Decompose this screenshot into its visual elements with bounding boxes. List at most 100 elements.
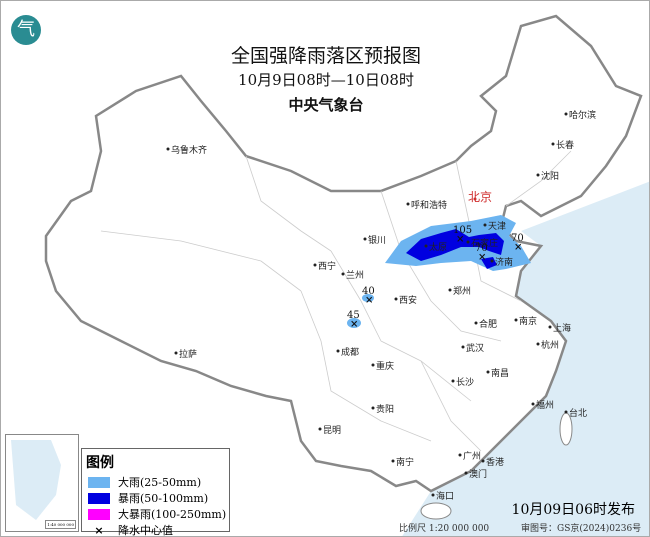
issued-time: 10月09日06时发布 <box>511 502 635 518</box>
inset-scale: 1:40 000 000 <box>45 520 76 529</box>
rain-center-value: 70 <box>475 243 488 254</box>
china-outline <box>44 14 643 493</box>
city-label: 西安 <box>399 294 417 306</box>
city-label: 重庆 <box>376 360 394 372</box>
city-label: 澳门 <box>469 468 487 480</box>
rain-center-marker: × <box>365 295 373 306</box>
rain-center-marker: × <box>456 234 464 245</box>
city-dot <box>466 240 470 244</box>
map-approval-number: 审图号：GS京(2024)0236号 <box>521 524 642 534</box>
city-label: 天津 <box>488 221 506 232</box>
legend-item-heavy-rainstorm: 大暴雨(100-250mm) <box>88 506 229 522</box>
city-dot <box>564 410 568 414</box>
rainstorm-area <box>406 229 504 261</box>
city-dot <box>548 325 552 329</box>
city-label: 武汉 <box>466 342 484 354</box>
city-label: 长沙 <box>456 376 474 388</box>
city-dot <box>341 272 345 276</box>
city-label: 上海 <box>553 322 571 334</box>
agency-name: 中央气象台 <box>288 96 364 114</box>
city-label: 昆明 <box>323 425 341 436</box>
city-label: 台北 <box>569 407 587 419</box>
city-dot <box>371 363 375 367</box>
city-dot <box>536 173 540 177</box>
city-dot <box>363 237 367 241</box>
city-label: 合肥 <box>479 318 497 330</box>
city-label: 南宁 <box>396 456 414 468</box>
city-label: 香港 <box>486 456 504 468</box>
city-label: 银川 <box>368 234 386 246</box>
city-label: 呼和浩特 <box>411 199 447 211</box>
cma-logo: 气 <box>11 15 41 45</box>
city-dot <box>448 288 452 292</box>
city-label: 郑州 <box>453 285 471 297</box>
cross-icon: × <box>94 523 104 537</box>
city-label: 南昌 <box>491 367 509 379</box>
rain-center-value: 40 <box>362 286 375 297</box>
city-dot <box>473 197 477 201</box>
city-dot <box>371 406 375 410</box>
rain-center-value: 70 <box>511 233 524 244</box>
sea <box>402 181 649 536</box>
legend-title: 图例 <box>86 455 114 471</box>
city-label: 贵阳 <box>376 403 394 415</box>
city-dot <box>474 321 478 325</box>
city-dot <box>313 263 317 267</box>
map-scale: 比例尺 1:20 000 000 <box>399 524 490 534</box>
city-dot <box>451 379 455 383</box>
city-label: 石家庄 <box>471 237 498 249</box>
city-dot <box>336 349 340 353</box>
rain-center-marker: × <box>514 242 522 253</box>
city-label: 杭州 <box>541 339 559 351</box>
city-dot <box>514 318 518 322</box>
city-label: 广州 <box>463 450 481 462</box>
heavy-rain-area <box>362 294 374 302</box>
city-dot <box>531 402 535 406</box>
legend-item-rainstorm: 暴雨(50-100mm) <box>88 490 229 506</box>
rain-center-marker: × <box>350 319 358 330</box>
city-dot <box>318 427 322 431</box>
city-label: 长春 <box>556 139 574 151</box>
city-label: 哈尔滨 <box>569 109 596 121</box>
city-label: 海口 <box>436 490 454 502</box>
legend-item-center: × 降水中心值 <box>88 522 229 537</box>
city-dot <box>536 342 540 346</box>
city-label: 太原 <box>429 241 447 253</box>
rain-center-value: 105 <box>453 225 472 236</box>
map-title: 全国强降雨落区预报图 <box>230 45 421 67</box>
city-dot <box>461 345 465 349</box>
city-dot <box>431 493 435 497</box>
city-dot <box>551 142 555 146</box>
city-dot <box>490 259 494 263</box>
city-dot <box>481 459 485 463</box>
city-dot <box>391 459 395 463</box>
hainan-island <box>420 502 452 520</box>
city-label: 乌鲁木齐 <box>171 144 207 156</box>
rain-center-marker: × <box>478 252 486 263</box>
city-label: 北京 <box>468 190 492 204</box>
city-dot <box>424 244 428 248</box>
city-dot <box>486 370 490 374</box>
rain-center-value: 45 <box>347 310 360 321</box>
city-dot <box>166 147 170 151</box>
forecast-period: 10月9日08时—10日08时 <box>238 71 414 89</box>
city-label: 福州 <box>536 399 554 411</box>
city-dot <box>458 453 462 457</box>
city-dot <box>406 202 410 206</box>
city-label: 南京 <box>519 315 537 327</box>
city-dot <box>394 297 398 301</box>
south-china-sea-inset: 1:40 000 000 <box>5 434 79 532</box>
legend-item-heavy-rain: 大雨(25-50mm) <box>88 474 229 490</box>
heavy-rain-area <box>347 318 361 328</box>
legend: 图例 大雨(25-50mm) 暴雨(50-100mm) 大暴雨(100-250m… <box>81 448 230 536</box>
city-dot <box>464 471 468 475</box>
city-dot <box>483 223 487 227</box>
city-dot <box>174 351 178 355</box>
city-label: 兰州 <box>346 269 364 281</box>
city-label: 沈阳 <box>541 170 559 182</box>
city-dot <box>564 112 568 116</box>
city-label: 西宁 <box>318 260 336 272</box>
city-label: 拉萨 <box>179 348 197 360</box>
